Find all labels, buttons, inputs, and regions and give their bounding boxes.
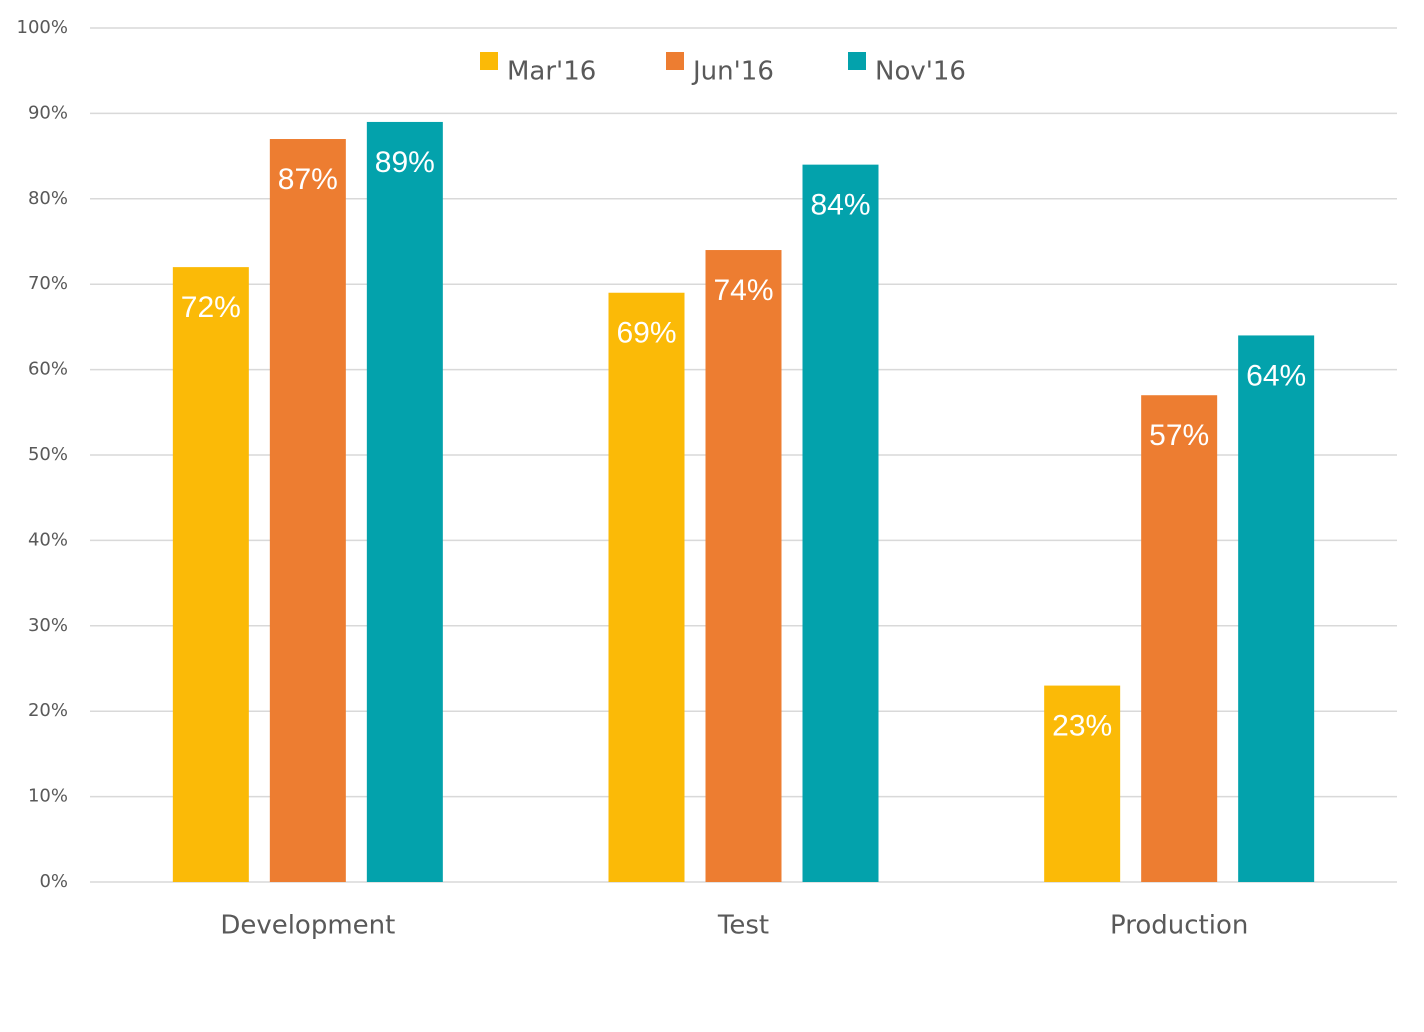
data-label: 74%: [713, 274, 773, 307]
bar: [366, 121, 443, 882]
data-label: 84%: [810, 189, 870, 222]
y-tick-label: 40%: [28, 529, 68, 550]
x-tick-label: Test: [717, 911, 769, 941]
y-tick-label: 70%: [28, 273, 68, 294]
x-tick-label: Production: [1110, 911, 1248, 941]
legend-label: Jun'16: [691, 57, 774, 87]
y-tick-label: 80%: [28, 188, 68, 209]
y-tick-label: 30%: [28, 615, 68, 636]
bar: [705, 250, 782, 883]
y-tick-label: 20%: [28, 700, 68, 721]
x-tick-label: Development: [220, 911, 395, 941]
data-label: 87%: [278, 163, 338, 196]
data-label: 23%: [1052, 710, 1112, 743]
y-tick-label: 100%: [17, 17, 68, 38]
y-tick-label: 0%: [39, 871, 68, 892]
bar: [1141, 395, 1218, 882]
legend-swatch: [666, 52, 684, 70]
data-label: 89%: [375, 146, 435, 179]
data-label: 64%: [1246, 359, 1306, 392]
y-tick-label: 90%: [28, 102, 68, 123]
data-label: 69%: [616, 317, 676, 350]
legend-swatch: [848, 52, 866, 70]
y-tick-label: 50%: [28, 444, 68, 465]
data-label: 72%: [181, 291, 241, 324]
legend-label: Mar'16: [507, 57, 596, 87]
bar: [269, 139, 346, 882]
bar: [1238, 335, 1315, 882]
bar: [172, 267, 249, 882]
data-label: 57%: [1149, 419, 1209, 452]
bar: [608, 292, 685, 882]
bar: [1044, 685, 1121, 882]
legend-swatch: [480, 52, 498, 70]
y-tick-label: 10%: [28, 786, 68, 807]
bar: [802, 164, 879, 882]
y-tick-label: 60%: [28, 359, 68, 380]
legend-label: Nov'16: [875, 57, 966, 87]
